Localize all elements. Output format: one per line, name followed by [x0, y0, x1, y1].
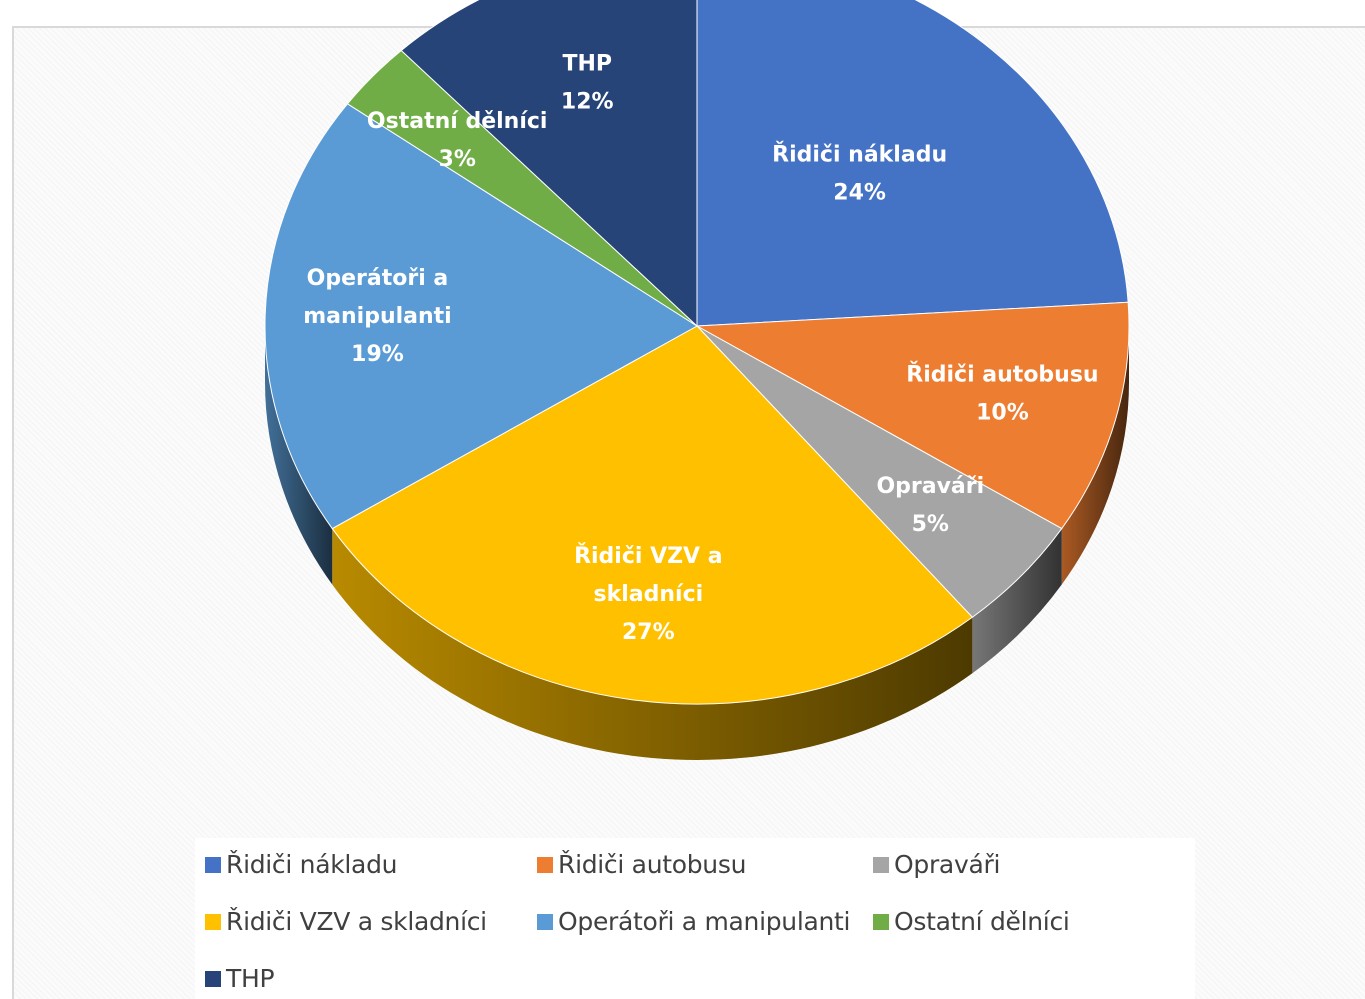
data-label-pct-ridici-vzv: 27% [622, 620, 675, 645]
data-label-name-opravari: Opraváři [876, 474, 984, 499]
legend-item-thp: THP [205, 964, 275, 993]
legend-item-operatori: Operátoři a manipulanti [537, 907, 851, 936]
legend-swatch [873, 856, 889, 873]
pie-slice-ridici-autobusu [695, 301, 1130, 530]
pie-slice-thp [400, 0, 698, 328]
legend-swatch [537, 856, 553, 873]
pie-slice-ridici-nakladu [696, 0, 1129, 327]
legend: Řidiči nákladu Řidiči autobusu Opraváři Řid… [195, 838, 1195, 999]
pie-side-ridici-vzv [332, 528, 973, 761]
legend-label: THP [226, 964, 275, 993]
legend-item-ridici-vzv: Řidiči VZV a skladníci [205, 907, 487, 936]
data-label-name-ridici-vzv: Řidiči VZV a [574, 543, 723, 569]
pie-side-operatori [265, 326, 333, 585]
pie-slices [264, 0, 1130, 705]
pie-slice-ridici-vzv [331, 325, 974, 705]
data-label-name-ridici-vzv: skladníci [594, 582, 704, 607]
legend-item-ostatni: Ostatní dělníci [873, 907, 1070, 936]
legend-item-ridici-autobusu: Řidiči autobusu [537, 850, 746, 879]
data-label-pct-opravari: 5% [912, 512, 949, 537]
legend-swatch [205, 856, 221, 873]
data-label-pct-operatori: 19% [351, 342, 404, 367]
data-label-pct-ridici-nakladu: 24% [833, 180, 886, 205]
legend-swatch [873, 913, 889, 930]
legend-swatch [537, 913, 553, 930]
pie-slice-operatori [264, 103, 698, 530]
legend-label: Řidiči nákladu [226, 850, 398, 879]
legend-label: Řidiči VZV a skladníci [226, 907, 487, 936]
data-label-pct-ridici-autobusu: 10% [976, 401, 1029, 426]
data-label-name-ridici-nakladu: Řidiči nákladu [772, 141, 947, 167]
data-labels: Řidiči nákladu 24% Řidiči autobusu 10% Oprav… [303, 51, 1098, 644]
data-label-name-operatori: manipulanti [303, 304, 452, 329]
data-label-pct-thp: 12% [561, 89, 614, 114]
legend-label: Opraváři [894, 850, 1001, 879]
pie-side-ridici-autobusu [1061, 326, 1129, 585]
legend-swatch [205, 970, 221, 987]
legend-label: Řidiči autobusu [558, 850, 747, 879]
legend-label: Operátoři a manipulanti [558, 907, 851, 936]
data-label-name-thp: THP [562, 51, 612, 76]
data-label-name-ostatni: Ostatní dělníci [367, 109, 548, 134]
legend-item-ridici-nakladu: Řidiči nákladu [205, 850, 398, 879]
data-label-name-operatori: Operátoři a [307, 266, 449, 291]
pie-side-opravari [972, 528, 1062, 674]
legend-swatch [205, 913, 221, 930]
legend-item-opravari: Opraváři [873, 850, 1000, 879]
data-label-pct-ostatni: 3% [439, 147, 476, 172]
pie-depth [265, 326, 1129, 761]
data-label-name-ridici-autobusu: Řidiči autobusu [906, 362, 1098, 388]
legend-label: Ostatní dělníci [894, 907, 1070, 936]
